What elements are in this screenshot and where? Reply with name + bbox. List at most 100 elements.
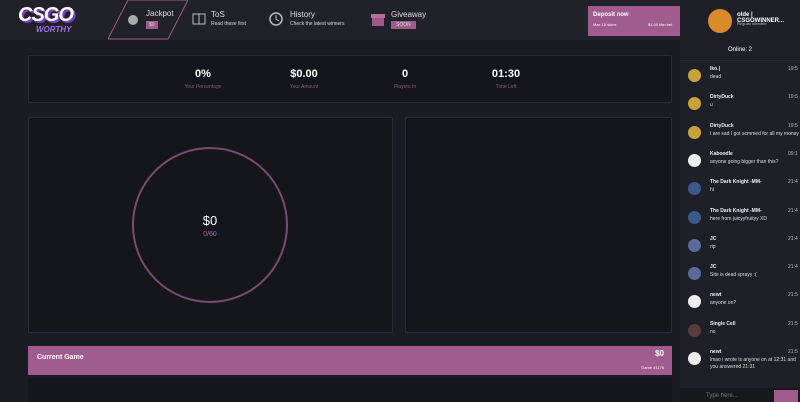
chat-panel <box>680 0 800 402</box>
sender-name: newt <box>710 349 722 355</box>
sender-name: Kaboodle <box>710 150 733 157</box>
current-game-title: Current Game <box>37 354 84 361</box>
chat-message: newt anyone on? 21:5 <box>680 290 800 318</box>
message-text: dead <box>710 74 722 80</box>
game-list <box>28 378 672 402</box>
stat-value: 0% <box>195 68 211 80</box>
avatar <box>688 153 701 167</box>
pot-amount: $0 <box>202 213 218 228</box>
header <box>0 0 680 40</box>
chat-message: Kaboodle anyone going bigger than this? 09… <box>680 149 800 177</box>
icon <box>371 14 385 26</box>
avatar <box>688 69 701 82</box>
pot-items: 0/60 <box>203 231 217 238</box>
avatar <box>688 295 701 309</box>
avatar <box>688 238 701 252</box>
icon <box>192 13 206 25</box>
deposit-max: Max 15 skins <box>593 22 617 27</box>
sender-name: The Dark Knight -MM- <box>710 207 762 214</box>
message-text: lmao i wrote is anyone on at 12:31 and y… <box>710 357 796 370</box>
chat-messages: Iko.| dead 19:5 DirtyDuck u 19:5 DirtyDuck I ar… <box>680 64 800 384</box>
sender-name: DirtyDuck <box>710 94 734 101</box>
logo-sub: WORTHY <box>36 25 72 34</box>
message-time: 21:5 <box>788 320 798 327</box>
message-time: 19:5 <box>788 66 798 72</box>
logo[interactable]: CSGO <box>18 4 74 26</box>
avatar <box>688 323 701 337</box>
nav-subtitle: Check the latest winners <box>290 21 345 27</box>
nav-title[interactable]: Jackpot <box>146 9 174 18</box>
chat-message: JC Site is dead sprayy :( 21:4 <box>680 262 800 290</box>
message-text: no <box>710 328 716 335</box>
avatar <box>688 210 701 224</box>
message-text: rip <box>710 243 716 250</box>
sender-name: JC <box>710 235 717 242</box>
avatar <box>688 125 701 139</box>
nav-title[interactable]: Giveaway <box>391 10 427 19</box>
nav-title[interactable]: History <box>290 10 315 19</box>
chat-message: The Dark Knight -MM-hi 21:4 <box>680 177 800 205</box>
nav-badge: $0 <box>146 21 158 29</box>
avatar <box>688 352 701 365</box>
message-time: 21:4 <box>788 264 798 271</box>
message-time: 19:5 <box>788 94 798 101</box>
chat-message: newt lmao i wrote is anyone on at 12:31 a… <box>680 347 800 375</box>
chat-placeholder: Type here... <box>706 393 738 399</box>
message-time: 21:5 <box>788 349 798 355</box>
message-text: I are sad I got scmmed for all my money <box>710 130 799 137</box>
stat-value: 01:30 <box>491 68 521 80</box>
stat-label: Time Left <box>495 84 517 90</box>
sender-name: DirtyDuck <box>710 122 734 129</box>
pot-panel <box>28 117 393 333</box>
stat-label: Your Amount <box>289 84 319 90</box>
chat-message: DirtyDuck I are sad I got scmmed for all … <box>680 121 800 149</box>
players-panel <box>405 117 672 333</box>
chat-message: JC rip 21:4 <box>680 234 800 262</box>
stat-label: Players In <box>393 84 417 90</box>
current-game-amount: $0 <box>655 349 664 358</box>
message-time: 21:5 <box>788 292 798 299</box>
stat-label: Your Percentage <box>184 84 222 90</box>
nav-title[interactable]: ToS <box>211 10 225 19</box>
avatar <box>688 97 701 111</box>
pot-circle <box>132 147 288 303</box>
message-text: hi <box>710 187 714 194</box>
message-text: u <box>710 102 713 109</box>
chat-message: The Dark Knight -MM-here from juicyyfrui… <box>680 206 800 234</box>
stats-panel <box>28 55 672 103</box>
chat-message: DirtyDuck u 19:5 <box>680 92 800 120</box>
current-game-id: Game #1176 <box>641 365 664 370</box>
current-game-bar <box>28 346 672 375</box>
stat-value: 0 <box>401 68 409 80</box>
avatar <box>688 182 701 196</box>
divider <box>680 60 800 61</box>
user-rank: Regular Member <box>737 21 767 26</box>
avatar <box>688 267 701 281</box>
send-button[interactable] <box>774 390 798 402</box>
user-avatar <box>708 9 732 33</box>
nav-badge: SOON <box>391 21 416 29</box>
message-text: anyone going bigger than this? <box>710 158 779 165</box>
sender-name: Iko.| <box>710 66 721 72</box>
sender-name: newt <box>710 292 722 299</box>
user-name[interactable]: olde | CSGOWINNER... <box>737 12 785 24</box>
icon <box>269 12 283 26</box>
message-text: here from juicyyfruityy XD <box>710 215 767 222</box>
message-time: 19:5 <box>788 122 798 129</box>
nav-active-frame <box>108 0 188 40</box>
deposit-min: $1.00 Min bet <box>648 22 673 27</box>
chat-input[interactable] <box>680 388 800 402</box>
sender-name: JC <box>710 264 717 271</box>
deposit-button[interactable] <box>588 6 680 36</box>
chat-message: Single Cell no 21:5 <box>680 319 800 347</box>
message-time: 21:4 <box>788 235 798 242</box>
message-text: Site is dead sprayy :( <box>710 272 757 279</box>
sender-name: The Dark Knight -MM- <box>710 179 762 186</box>
nav-subtitle: Read these first <box>211 21 247 27</box>
message-time: 09:1 <box>788 150 798 157</box>
online-count: Online: 2 <box>727 47 752 53</box>
chat-message: Iko.| dead 19:5 <box>680 64 800 92</box>
stat-value: $0.00 <box>290 68 318 80</box>
deposit-title: Deposit now <box>593 12 629 18</box>
